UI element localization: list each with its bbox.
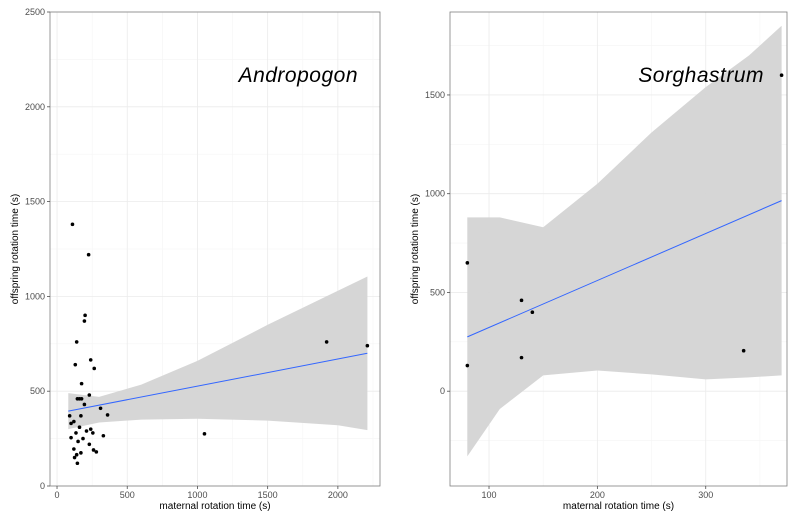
data-point bbox=[79, 414, 83, 418]
data-point bbox=[530, 310, 535, 315]
data-point bbox=[72, 419, 76, 424]
data-point bbox=[87, 442, 92, 447]
y-tick-label: 0 bbox=[440, 386, 445, 396]
data-point bbox=[69, 435, 73, 440]
data-point bbox=[73, 362, 78, 367]
data-point bbox=[81, 436, 85, 441]
y-tick-label: 0 bbox=[40, 481, 45, 491]
panel-andropogon: 0 500 1000 1500 2000 0 500 1000 1500 2000 2500 mate… bbox=[10, 7, 381, 512]
data-point bbox=[83, 313, 87, 318]
data-point bbox=[75, 461, 80, 466]
data-point bbox=[79, 451, 83, 455]
data-point bbox=[87, 393, 92, 397]
y-tick-label: 2000 bbox=[25, 102, 45, 112]
panel-border bbox=[449, 11, 788, 487]
x-tick-label: 1500 bbox=[258, 490, 278, 500]
confidence-band bbox=[467, 25, 782, 457]
data-point bbox=[94, 450, 99, 454]
y-tick-label: 1000 bbox=[425, 189, 445, 199]
data-point bbox=[88, 427, 93, 431]
data-point bbox=[91, 431, 95, 435]
y-axis-title: offspring rotation time (s) bbox=[410, 194, 421, 304]
data-point bbox=[105, 413, 110, 417]
confidence-band bbox=[68, 276, 368, 431]
data-point bbox=[67, 414, 72, 418]
data-point bbox=[741, 348, 746, 353]
data-point bbox=[519, 298, 524, 303]
data-point bbox=[86, 252, 91, 257]
panel-sorghastrum: 100 200 300 0 500 1000 1500 maternal rotation t… bbox=[410, 11, 788, 512]
data-point bbox=[84, 429, 89, 433]
data-point bbox=[77, 425, 82, 430]
data-point bbox=[82, 319, 87, 323]
y-tick-label: 500 bbox=[30, 386, 45, 396]
data-point bbox=[202, 432, 207, 436]
data-point bbox=[79, 396, 84, 401]
x-tick-label: 500 bbox=[120, 490, 135, 500]
regression-line bbox=[467, 200, 782, 338]
x-axis-title: maternal rotation time (s) bbox=[159, 501, 270, 512]
panel-border bbox=[49, 11, 381, 487]
data-point bbox=[74, 452, 79, 457]
data-point bbox=[91, 448, 96, 452]
y-tick-label: 500 bbox=[430, 287, 445, 297]
x-tick-label: 300 bbox=[698, 490, 713, 500]
x-tick-label: 1000 bbox=[187, 490, 207, 500]
data-point bbox=[92, 366, 97, 371]
panel-title: Andropogon bbox=[237, 64, 358, 87]
data-point bbox=[74, 431, 78, 435]
data-point bbox=[365, 343, 370, 348]
y-tick-label: 2500 bbox=[25, 7, 45, 17]
y-tick-label: 1500 bbox=[25, 197, 45, 207]
data-point bbox=[779, 73, 784, 77]
data-point bbox=[72, 447, 76, 451]
grid bbox=[50, 11, 380, 487]
data-point bbox=[82, 402, 87, 407]
data-point bbox=[70, 222, 75, 227]
data-point bbox=[465, 363, 470, 368]
data-points bbox=[67, 222, 370, 466]
data-point bbox=[324, 340, 329, 344]
data-point bbox=[98, 406, 103, 411]
y-axis-title: offspring rotation time (s) bbox=[10, 194, 21, 304]
data-point bbox=[101, 433, 106, 438]
data-point bbox=[88, 358, 93, 362]
x-tick-label: 200 bbox=[590, 490, 605, 500]
data-point bbox=[76, 439, 80, 444]
data-point bbox=[72, 455, 77, 460]
data-point bbox=[74, 340, 79, 344]
data-point bbox=[519, 355, 524, 360]
data-point bbox=[69, 421, 73, 426]
data-points bbox=[465, 73, 784, 368]
y-tick-label: 1000 bbox=[25, 291, 45, 301]
x-axis-title: maternal rotation time (s) bbox=[563, 501, 674, 512]
data-point bbox=[465, 261, 470, 265]
y-tick-label: 1500 bbox=[425, 90, 445, 100]
regression-line bbox=[68, 352, 368, 412]
panel-title: Sorghastrum bbox=[638, 64, 764, 87]
x-tick-label: 2000 bbox=[328, 490, 348, 500]
x-tick-label: 100 bbox=[481, 490, 496, 500]
x-tick-label: 0 bbox=[55, 490, 60, 500]
data-point bbox=[79, 381, 84, 386]
